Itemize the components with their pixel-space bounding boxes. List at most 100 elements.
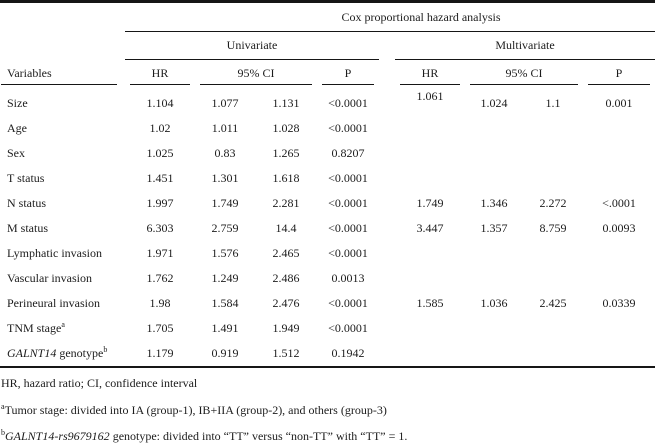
- p-underline: [317, 84, 379, 91]
- value-cell: 1.705: [146, 321, 174, 335]
- value-cell: 14.4: [275, 221, 297, 235]
- value-cell: 1.949: [272, 321, 300, 335]
- table-title: Cox proportional hazard analysis: [125, 1, 655, 32]
- table-row: Age 1.02 1.011 1.028 <0.0001: [0, 116, 655, 141]
- value-cell: 1.357: [480, 221, 508, 235]
- value-cell: [395, 141, 465, 166]
- multivariate-group-header: Multivariate: [395, 31, 655, 60]
- value-cell: 2.465: [272, 246, 300, 260]
- row-label: GALNT14 genotypeb: [0, 341, 125, 367]
- empty-corner-cell: [0, 2, 125, 32]
- value-cell: 1.061: [395, 89, 465, 116]
- univariate-p-header: P: [344, 66, 352, 80]
- value-cell: 1.131: [272, 96, 300, 110]
- value-cell: 1.028: [272, 121, 300, 135]
- row-label: T status: [0, 166, 125, 191]
- footnote-a-text: Tumor stage: divided into IA (group-1), …: [4, 402, 387, 417]
- value-cell: 1.011: [211, 121, 239, 135]
- univariate-group-header: Univariate: [125, 31, 379, 60]
- spacer-cell: [379, 84, 395, 91]
- row-label: N status: [0, 191, 125, 216]
- value-cell: [583, 116, 655, 141]
- table-title-row: Cox proportional hazard analysis: [0, 1, 655, 32]
- footnote-b-italic: GALNT14-rs9679162: [5, 429, 110, 443]
- row-label: TNM stagea: [0, 316, 125, 341]
- row-label-text: genotype: [56, 346, 104, 360]
- footnote-b-superscript: b: [1, 428, 5, 437]
- value-cell: [395, 116, 465, 141]
- value-cell: 1.971: [146, 246, 174, 260]
- value-cell: 1.749: [416, 196, 444, 210]
- value-cell: 0.0093: [602, 221, 636, 235]
- spacer-cell: [379, 266, 395, 291]
- value-cell: 6.303: [146, 221, 174, 235]
- row-label: Age: [0, 116, 125, 141]
- table-footnotes: HR, hazard ratio; CI, confidence interva…: [0, 368, 655, 443]
- spacer-cell: [379, 116, 395, 141]
- empty-cell: [0, 32, 125, 60]
- value-cell: 2.425: [539, 296, 567, 310]
- value-cell: 0.8207: [331, 146, 365, 160]
- value-cell: [523, 141, 583, 166]
- spacer-cell: [379, 32, 395, 60]
- value-cell: [583, 341, 655, 367]
- value-cell: 2.281: [272, 196, 300, 210]
- value-cell: 0.0339: [602, 296, 636, 310]
- value-cell: 1.576: [211, 246, 239, 260]
- value-cell: 1.491: [211, 321, 239, 335]
- spacer-cell: [379, 341, 395, 367]
- row-label-text: TNM stage: [7, 321, 62, 335]
- value-cell: [583, 241, 655, 266]
- value-cell: [583, 266, 655, 291]
- value-cell: [583, 141, 655, 166]
- hr-underline: [395, 84, 465, 91]
- spacer-cell: [379, 91, 395, 116]
- value-cell: 1.749: [211, 196, 239, 210]
- cox-hazard-table: Cox proportional hazard analysis Univari…: [0, 0, 655, 369]
- row-label-text: Age: [7, 121, 27, 135]
- value-cell: [395, 166, 465, 191]
- value-cell: 1.618: [272, 171, 300, 185]
- footnote-b-text: genotype: divided into “TT” versus “non-…: [109, 429, 408, 443]
- multivariate-ci-header: 95% CI: [505, 66, 543, 80]
- row-label: M status: [0, 216, 125, 241]
- value-cell: <0.0001: [328, 171, 368, 185]
- value-cell: <.0001: [602, 196, 636, 210]
- table-row: Lymphatic invasion 1.971 1.576 2.465 <0.…: [0, 241, 655, 266]
- row-label-text: Vascular invasion: [7, 271, 92, 285]
- value-cell: [583, 316, 655, 341]
- value-cell: [465, 316, 523, 341]
- value-cell: [465, 266, 523, 291]
- footnote-a: aTumor stage: divided into IA (group-1),…: [1, 401, 653, 417]
- value-cell: <0.0001: [328, 121, 368, 135]
- value-cell: 1.346: [480, 196, 508, 210]
- header-underline-row: [0, 84, 655, 91]
- row-label: Lymphatic invasion: [0, 241, 125, 266]
- value-cell: [523, 166, 583, 191]
- table-row: TNM stagea 1.705 1.491 1.949 <0.0001: [0, 316, 655, 341]
- value-cell: 0.83: [214, 146, 236, 160]
- value-cell: 1.585: [416, 296, 444, 310]
- table-row: T status 1.451 1.301 1.618 <0.0001: [0, 166, 655, 191]
- row-label-italic: GALNT14: [7, 346, 57, 360]
- spacer-cell: [379, 216, 395, 241]
- value-cell: 1.98: [149, 296, 171, 310]
- p-underline: [583, 84, 655, 91]
- value-cell: 1.077: [211, 96, 239, 110]
- footnote-a-superscript: a: [1, 401, 5, 411]
- row-label-text: Lymphatic invasion: [7, 246, 102, 260]
- value-cell: 2.272: [539, 196, 567, 210]
- value-cell: [395, 341, 465, 367]
- table-row: Size 1.104 1.077 1.131 <0.0001 1.061 1.0…: [0, 89, 655, 116]
- analysis-group-row: Univariate Multivariate: [0, 31, 655, 60]
- value-cell: 2.486: [272, 271, 300, 285]
- spacer-cell: [379, 166, 395, 191]
- multivariate-p-header: P: [615, 66, 623, 80]
- value-cell: 1.024: [480, 96, 508, 110]
- value-cell: [465, 166, 523, 191]
- value-cell: 1.179: [146, 346, 174, 360]
- row-label-text: Sex: [7, 146, 25, 160]
- column-header-row: Variables HR 95% CI P HR 95% CI P: [0, 60, 655, 85]
- value-cell: <0.0001: [328, 221, 368, 235]
- table-row: Vascular invasion 1.762 1.249 2.486 0.00…: [0, 266, 655, 291]
